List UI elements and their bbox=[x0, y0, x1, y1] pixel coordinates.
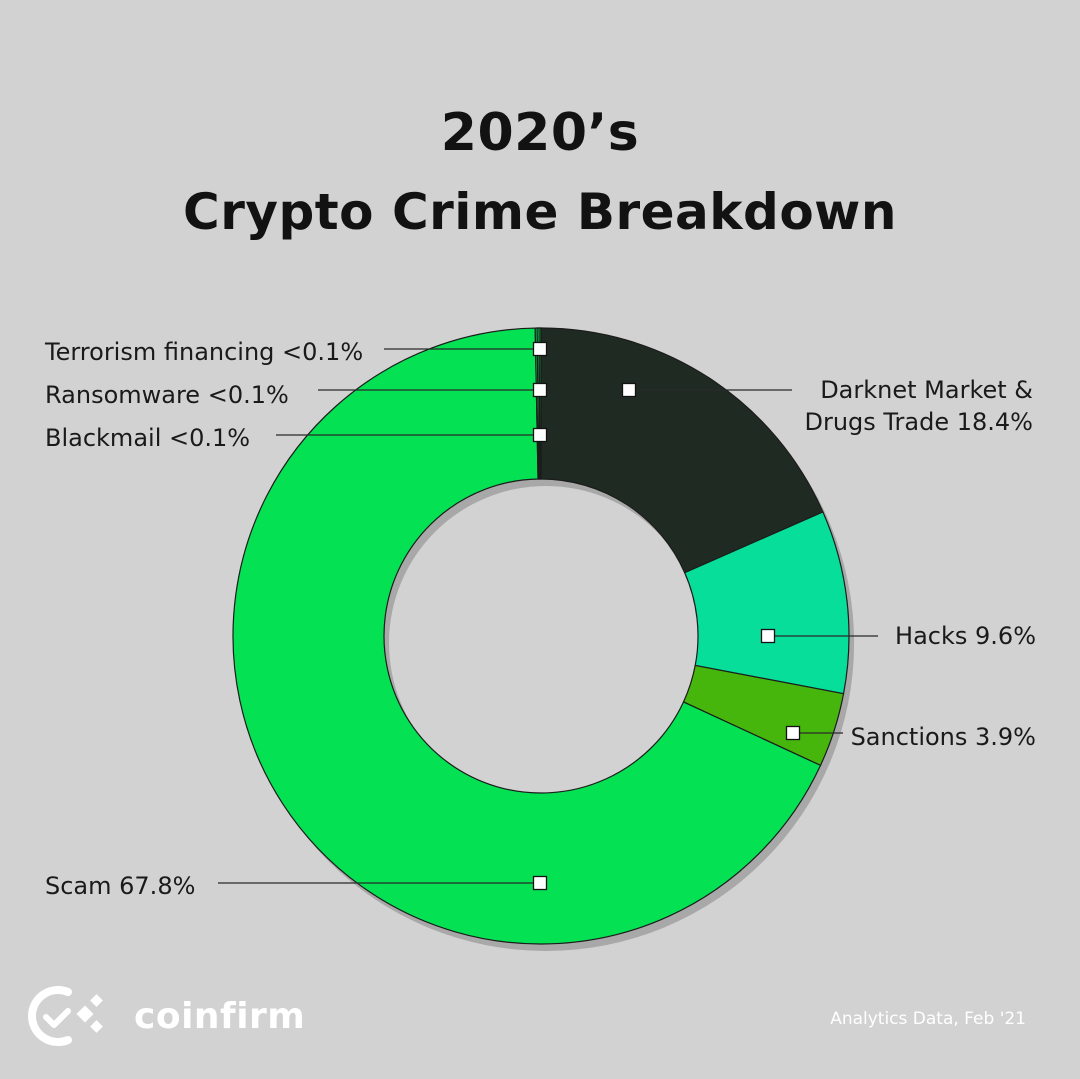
slice-darknet-market-drugs-trade bbox=[540, 327, 824, 574]
marker-darknet-market-drugs-trade bbox=[621, 382, 637, 398]
data-label-ransomware: Ransomware <0.1% bbox=[45, 381, 289, 409]
marker-scam bbox=[532, 875, 548, 891]
data-label-terrorism-financing: Terrorism financing <0.1% bbox=[44, 338, 363, 366]
source-note: Analytics Data, Feb '21 bbox=[830, 1009, 1026, 1029]
data-label-hacks: Hacks 9.6% bbox=[895, 622, 1036, 650]
marker-blackmail bbox=[532, 427, 548, 443]
marker-hacks bbox=[760, 628, 776, 644]
data-label-scam: Scam 67.8% bbox=[45, 872, 195, 900]
marker-ransomware bbox=[532, 382, 548, 398]
data-label-blackmail: Blackmail <0.1% bbox=[45, 424, 250, 452]
chart-title-line-1: 2020’s bbox=[440, 103, 640, 163]
slice-scam bbox=[232, 327, 822, 945]
data-label-darknet-market-drugs-trade: Darknet Market & Drugs Trade 18.4% bbox=[804, 376, 1033, 436]
brand-logo: coinfirm bbox=[24, 984, 305, 1048]
marker-terrorism-financing bbox=[532, 341, 548, 357]
chart-title-line-2: Crypto Crime Breakdown bbox=[183, 183, 897, 241]
data-label-sanctions: Sanctions 3.9% bbox=[851, 723, 1036, 751]
brand-name: coinfirm bbox=[134, 995, 306, 1037]
coinfirm-logo-icon bbox=[28, 986, 103, 1046]
marker-sanctions bbox=[785, 725, 801, 741]
